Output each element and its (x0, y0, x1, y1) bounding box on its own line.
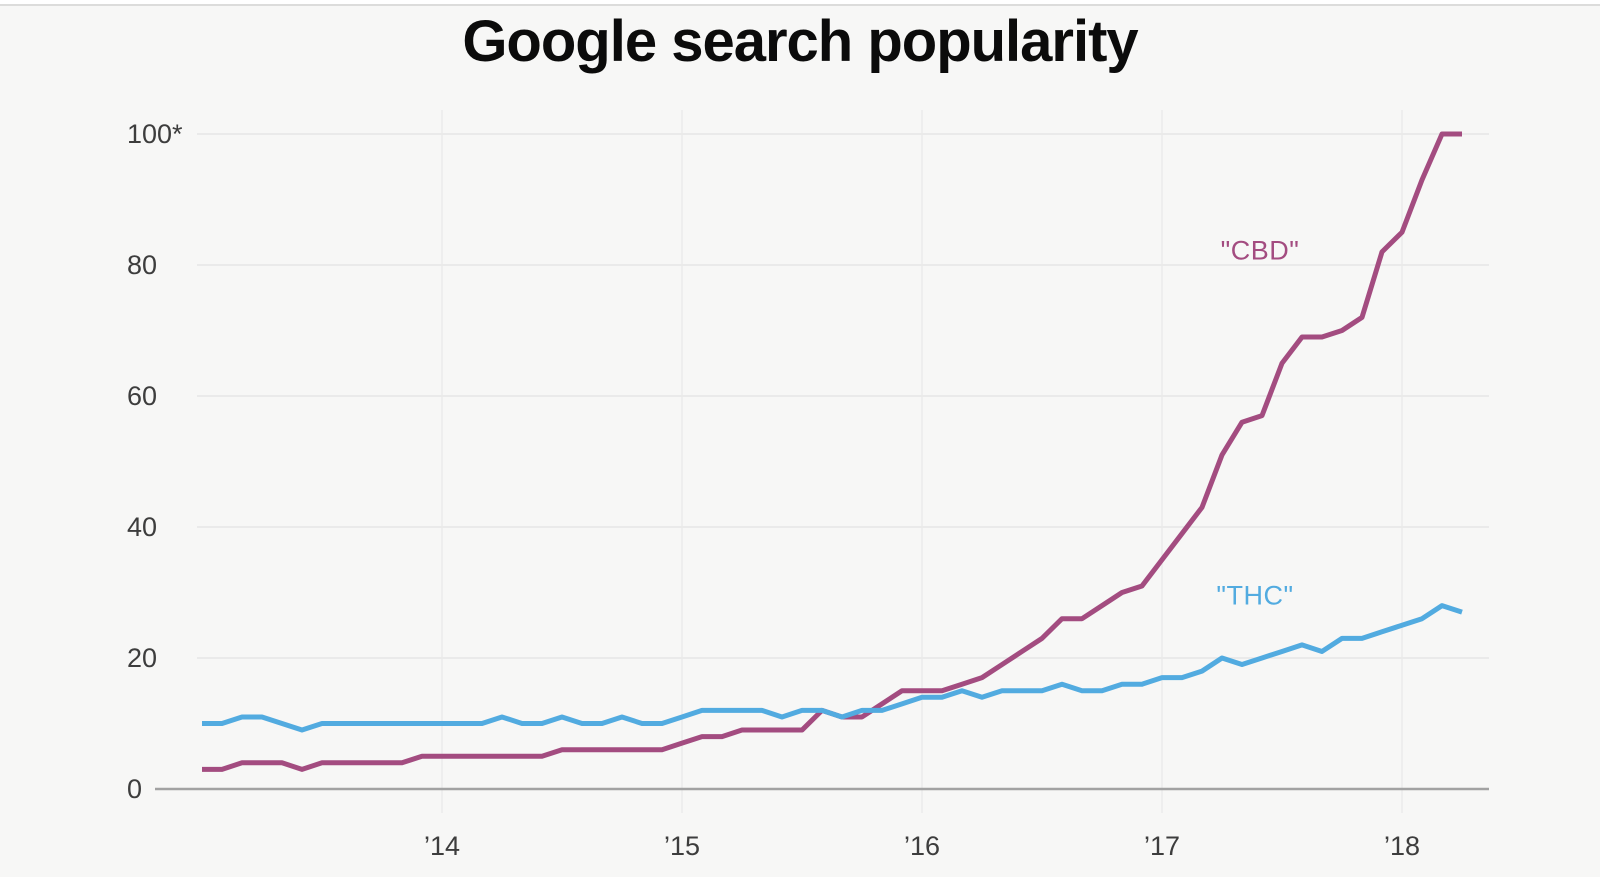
y-tick-label-0: 0 (127, 774, 143, 804)
chart-title: Google search popularity (462, 9, 1138, 74)
series-line-thc (202, 603, 1463, 733)
x-tick-label-18: ’18 (1383, 831, 1421, 861)
y-tick-label-80: 80 (127, 250, 158, 280)
y-tick-label-100: 100* (127, 119, 183, 149)
x-tick-label-16: ’16 (903, 831, 941, 861)
y-tick-label-60: 60 (127, 381, 158, 411)
x-tick-label-17: ’17 (1143, 831, 1181, 861)
series-label-cbd: "CBD" (1220, 235, 1300, 266)
series-label-thc: "THC" (1216, 580, 1294, 611)
y-tick-label-40: 40 (127, 512, 158, 542)
x-tick-label-15: ’15 (663, 831, 701, 861)
y-tick-label-20: 20 (127, 643, 158, 673)
series-line-cbd (202, 131, 1462, 772)
top-border (0, 0, 1600, 6)
x-tick-label-14: ’14 (423, 831, 461, 861)
